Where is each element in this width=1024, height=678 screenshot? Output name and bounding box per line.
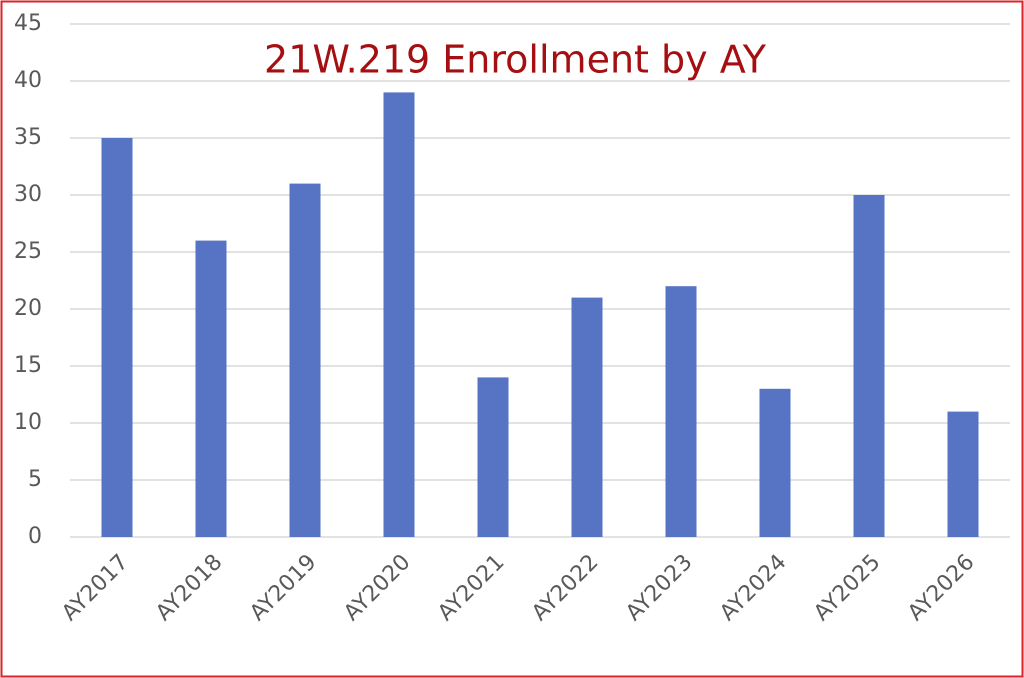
bar bbox=[665, 286, 697, 537]
bar bbox=[195, 240, 227, 537]
bar bbox=[571, 297, 603, 537]
bar bbox=[853, 195, 885, 537]
y-tick-label: 35 bbox=[14, 125, 42, 150]
bar bbox=[101, 138, 133, 537]
y-tick-label: 5 bbox=[28, 467, 42, 492]
bar bbox=[383, 92, 415, 538]
bar bbox=[477, 377, 509, 537]
y-tick-label: 30 bbox=[14, 182, 42, 207]
y-tick-label: 15 bbox=[14, 353, 42, 378]
y-tick-label: 40 bbox=[14, 68, 42, 93]
y-tick-label: 45 bbox=[14, 11, 42, 36]
y-tick-label: 20 bbox=[14, 296, 42, 321]
bar bbox=[759, 388, 791, 537]
y-tick-label: 25 bbox=[14, 239, 42, 264]
y-tick-label: 0 bbox=[28, 524, 42, 549]
y-tick-label: 10 bbox=[14, 410, 42, 435]
bar bbox=[289, 183, 321, 537]
chart-title: 21W.219 Enrollment by AY bbox=[264, 38, 767, 82]
bar bbox=[947, 411, 979, 537]
